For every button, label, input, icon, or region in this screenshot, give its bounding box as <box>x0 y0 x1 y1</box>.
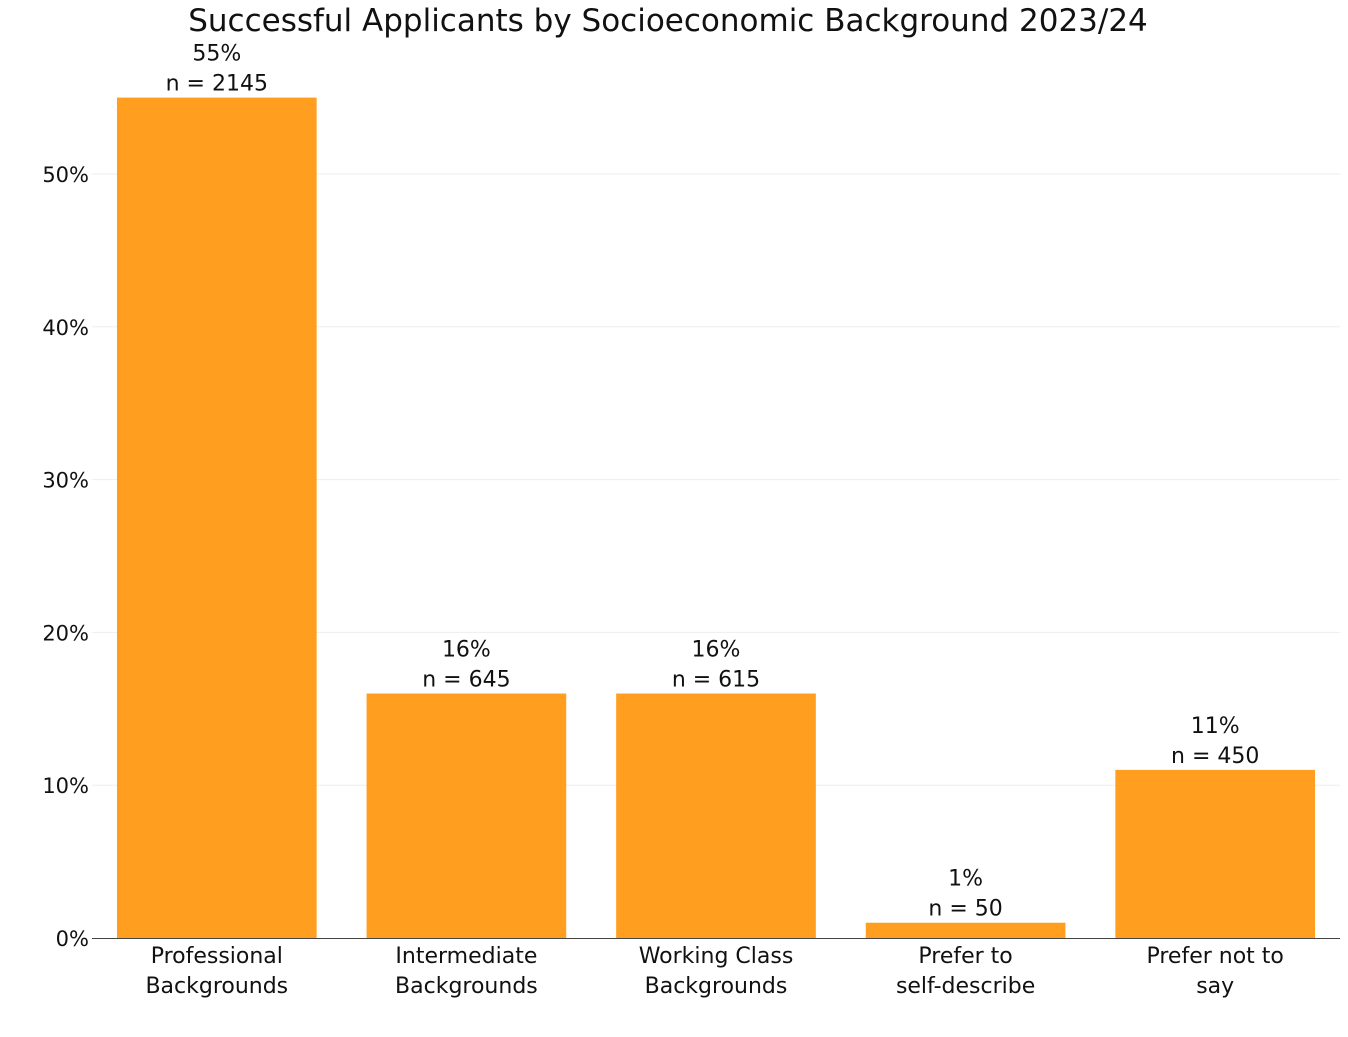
x-tick-label: Prefer to <box>918 944 1012 969</box>
data-label-count: n = 645 <box>422 668 510 693</box>
data-label-count: n = 50 <box>928 897 1002 922</box>
x-axis: Professional Backgrounds Intermediate Backg… <box>92 938 1340 999</box>
bar <box>865 922 1066 938</box>
data-label-percent: 16% <box>442 638 491 663</box>
data-label-count: n = 615 <box>672 668 760 693</box>
data-label-count: n = 450 <box>1171 744 1259 769</box>
x-tick-label: Backgrounds <box>395 974 538 999</box>
bar <box>116 97 317 939</box>
x-tick-label: Intermediate <box>395 944 537 969</box>
bars <box>116 97 1316 939</box>
data-label-percent: 11% <box>1191 714 1240 739</box>
x-tick-label: Prefer not to <box>1146 944 1283 969</box>
y-tick-label: 10% <box>42 774 89 798</box>
x-tick-label: Working Class <box>639 944 794 969</box>
bar <box>1115 769 1316 938</box>
y-tick-label: 50% <box>42 163 89 187</box>
x-tick-label: self-describe <box>896 974 1035 999</box>
data-labels: 55% n = 2145 16% n = 645 16% n = 615 1% n = 50 1… <box>166 42 1260 922</box>
data-label-count: n = 2145 <box>166 72 268 97</box>
bar <box>366 693 567 938</box>
x-tick-label: Professional <box>151 944 283 969</box>
y-tick-label: 40% <box>42 316 89 340</box>
y-axis: 0% 10% 20% 30% 40% 50% <box>42 163 89 951</box>
chart-title: Successful Applicants by Socioeconomic B… <box>188 3 1148 39</box>
y-tick-label: 20% <box>42 621 89 645</box>
data-label-percent: 1% <box>948 867 983 892</box>
y-tick-label: 30% <box>42 469 89 493</box>
data-label-percent: 16% <box>692 638 741 663</box>
x-tick-label: Backgrounds <box>645 974 788 999</box>
x-tick-label: Backgrounds <box>145 974 288 999</box>
y-tick-label: 0% <box>56 927 89 951</box>
data-label-percent: 55% <box>192 42 241 67</box>
bar <box>616 693 816 938</box>
x-tick-label: say <box>1196 974 1234 999</box>
